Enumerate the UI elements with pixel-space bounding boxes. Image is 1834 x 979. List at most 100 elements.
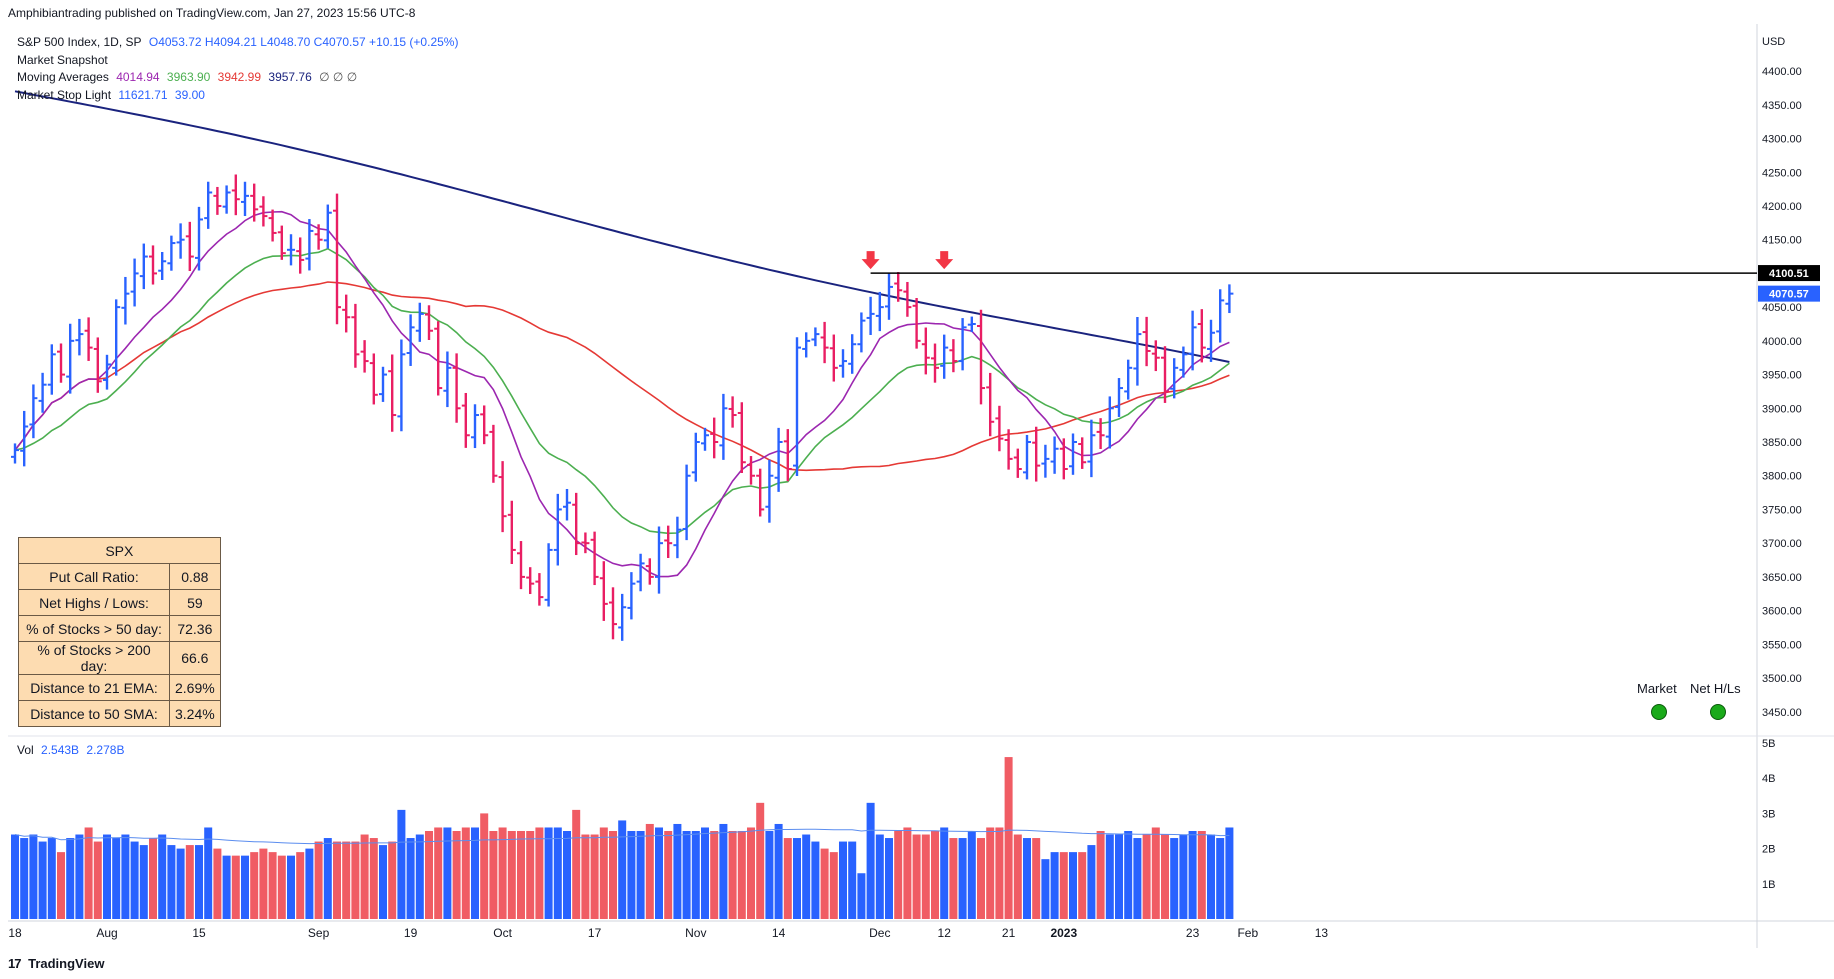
- ohlc-bar: [130, 258, 139, 307]
- volume-bar: [195, 845, 203, 919]
- ohlc-bar: [811, 327, 820, 347]
- ohlc-bar: [977, 309, 985, 405]
- ohlc-bar: [1207, 319, 1215, 362]
- volume-bar: [774, 823, 783, 919]
- price-axis-currency: USD: [1762, 36, 1785, 48]
- volume-bar: [1161, 834, 1169, 919]
- ohlc-bar: [149, 245, 157, 285]
- ohlc-bar: [1197, 309, 1206, 363]
- ohlc-bar: [774, 427, 783, 492]
- ohlc-bar: [93, 337, 102, 393]
- table-row-label: Put Call Ratio:: [18, 563, 170, 590]
- legend-stoplight-label: Market Stop Light: [17, 87, 112, 102]
- ohlc-bar: [517, 541, 525, 590]
- ma50-line: [14, 281, 1230, 472]
- legend-ohlc: O4053.72 H4094.21 L4048.70 C4070.57 +10.…: [148, 35, 459, 49]
- price-axis-tick-label: 3700.00: [1762, 538, 1802, 550]
- market-indicator-label: Market: [1637, 681, 1677, 696]
- volume-bar: [425, 831, 433, 919]
- ohlc-bar: [710, 417, 719, 459]
- ohlc-bar: [29, 384, 38, 439]
- legend-snapshot[interactable]: Market Snapshot: [17, 52, 462, 70]
- ohlc-bar: [259, 196, 268, 227]
- ohlc-bar: [967, 316, 976, 333]
- volume-bar: [977, 838, 985, 919]
- volume-bar: [1050, 852, 1059, 919]
- ohlc-bar: [314, 224, 323, 250]
- volume-bar: [397, 809, 406, 919]
- volume-bar: [434, 827, 443, 919]
- volume-bar: [590, 834, 599, 919]
- table-row-label: Net Highs / Lows:: [18, 589, 170, 616]
- tradingview-logo[interactable]: 17 TradingView: [8, 956, 104, 971]
- time-axis-label: 15: [192, 926, 206, 940]
- volume-bar: [572, 809, 581, 919]
- time-axis-label: 23: [1186, 926, 1200, 940]
- table-row: Put Call Ratio: 0.88: [18, 563, 221, 590]
- volume-bar: [894, 831, 903, 919]
- volume-bar: [489, 831, 498, 919]
- ohlc-bar: [544, 543, 553, 607]
- volume-bar: [599, 827, 608, 919]
- net-highs-lows-label: Net H/Ls: [1690, 681, 1741, 696]
- volume-bar: [20, 838, 29, 919]
- ohlc-bar: [563, 488, 571, 521]
- ohlc-bar: [1115, 378, 1123, 417]
- volume-bar: [241, 855, 249, 919]
- table-row-label: % of Stocks > 200 day:: [18, 641, 170, 675]
- ohlc-bar: [1096, 418, 1105, 449]
- volume-bar: [158, 834, 167, 919]
- ohlc-bar: [84, 317, 93, 361]
- plot-area: [8, 24, 1757, 929]
- volume-bar: [38, 841, 47, 919]
- ohlc-bar: [231, 174, 240, 216]
- ohlc-bar: [489, 424, 498, 483]
- volume-bar: [747, 827, 755, 919]
- volume-bar: [296, 852, 305, 919]
- volume-bar: [47, 838, 56, 919]
- ohlc-bar: [66, 323, 75, 394]
- volume-bar: [342, 841, 351, 919]
- ohlc-bar: [139, 243, 148, 290]
- volume-bar: [1151, 827, 1160, 919]
- table-row: % of Stocks > 50 day: 72.36: [18, 615, 221, 642]
- ma10-line: [14, 210, 1230, 578]
- volume-bar: [866, 802, 875, 919]
- volume-bar: [903, 827, 912, 919]
- ohlc-bar: [866, 296, 875, 335]
- volume-bar: [314, 841, 323, 919]
- volume-bar: [369, 838, 378, 919]
- volume-bar: [1041, 859, 1050, 919]
- ohlc-bar: [1032, 426, 1041, 482]
- ohlc-bar: [682, 464, 691, 541]
- ohlc-bar: [839, 349, 847, 378]
- down-arrow-marker: [861, 251, 880, 270]
- ohlc-bar: [931, 343, 939, 383]
- volume-bar: [1032, 838, 1041, 919]
- legend-symbol-row[interactable]: S&P 500 Index, 1D, SP O4053.72 H4094.21 …: [17, 34, 462, 52]
- legend-stoplight-row[interactable]: Market Stop Light 11621.71 39.00: [17, 87, 462, 105]
- volume-bar: [29, 834, 38, 919]
- volume-bar: [645, 823, 654, 919]
- volume-bar: [967, 831, 976, 919]
- volume-bar: [333, 841, 341, 919]
- ohlc-bar: [1013, 448, 1022, 478]
- time-axis-label: 2023: [1050, 926, 1077, 940]
- volume-bar: [664, 831, 673, 919]
- volume-bar: [839, 841, 847, 919]
- price-axis-tick-label: 3450.00: [1762, 707, 1802, 719]
- ohlc-bar: [425, 305, 433, 341]
- ohlc-bar: [406, 314, 415, 366]
- ohlc-bar: [820, 321, 829, 364]
- ohlc-bar: [397, 339, 406, 432]
- volume-bar: [793, 838, 801, 919]
- volume-legend[interactable]: Vol 2.543B 2.278B: [17, 743, 128, 757]
- ohlc-bar: [1050, 436, 1059, 474]
- volume-bar: [360, 834, 369, 919]
- ohlc-bar: [783, 429, 792, 482]
- ohlc-bar: [940, 334, 949, 379]
- volume-bar: [66, 838, 75, 919]
- legend-ma-row[interactable]: Moving Averages 4014.94 3963.90 3942.99 …: [17, 69, 462, 87]
- price-axis-tick-label: 3850.00: [1762, 437, 1802, 449]
